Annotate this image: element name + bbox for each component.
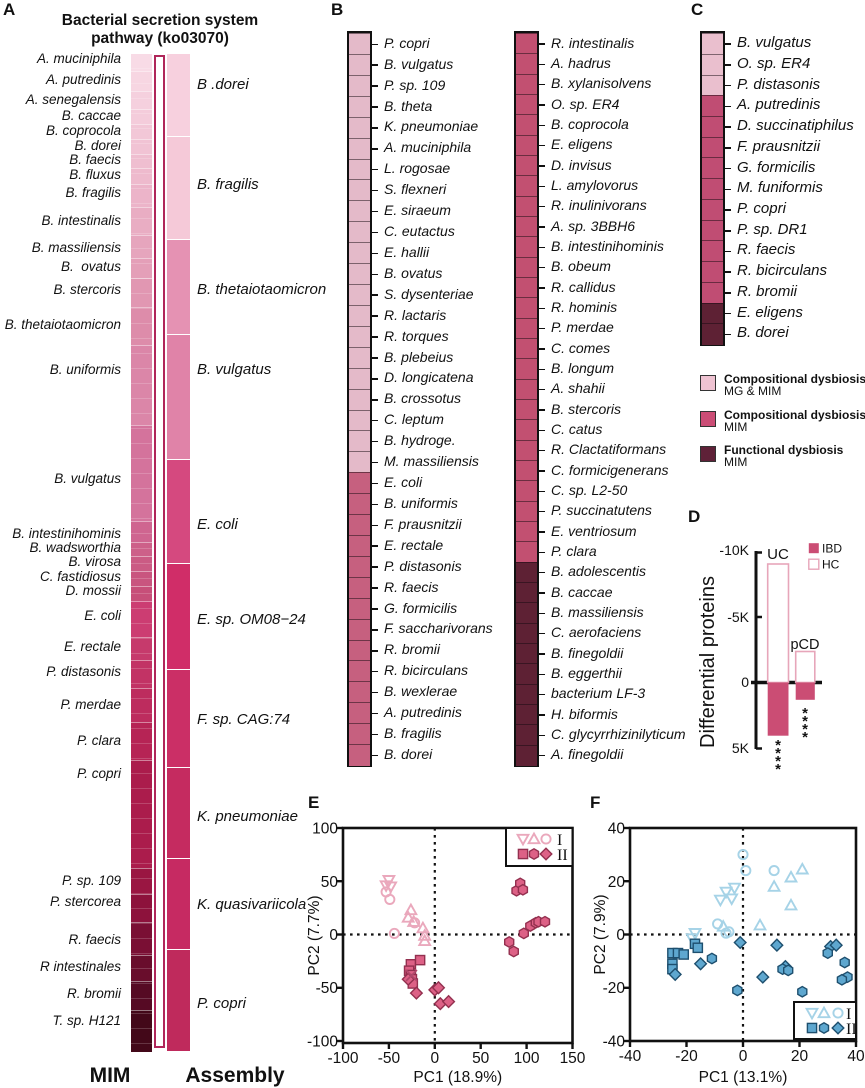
svg-text:*: * — [802, 713, 808, 730]
svg-text:IBD: IBD — [822, 542, 842, 556]
svg-text:0: 0 — [741, 674, 749, 690]
svg-text:II: II — [557, 847, 568, 864]
svg-text:-50: -50 — [316, 980, 339, 997]
svg-text:0: 0 — [739, 1048, 748, 1065]
svg-text:HC: HC — [822, 558, 840, 572]
svg-text:UC: UC — [767, 546, 789, 563]
svg-text:-100: -100 — [327, 1050, 358, 1067]
svg-text:*: * — [802, 721, 808, 738]
svg-text:-20: -20 — [675, 1048, 698, 1065]
svg-text:PC1 (18.9%): PC1 (18.9%) — [413, 1069, 502, 1086]
svg-text:-10K: -10K — [719, 542, 749, 558]
svg-text:-20: -20 — [603, 980, 626, 997]
svg-text:-40: -40 — [603, 1034, 626, 1051]
svg-text:40: 40 — [847, 1048, 865, 1065]
svg-text:I: I — [846, 1006, 851, 1023]
svg-text:pCD: pCD — [790, 637, 819, 653]
svg-text:*: * — [802, 729, 808, 746]
svg-text:0: 0 — [329, 927, 338, 944]
svg-text:PC2 (7.9%): PC2 (7.9%) — [592, 894, 609, 974]
svg-text:*: * — [775, 737, 781, 754]
svg-text:PC2 (7.7%): PC2 (7.7%) — [306, 895, 323, 975]
svg-text:20: 20 — [608, 874, 626, 891]
svg-text:-5K: -5K — [727, 609, 749, 625]
svg-text:*: * — [775, 753, 781, 770]
svg-text:5K: 5K — [732, 740, 750, 756]
svg-text:-100: -100 — [307, 1034, 338, 1051]
svg-text:0: 0 — [430, 1050, 439, 1067]
svg-text:40: 40 — [608, 821, 626, 838]
svg-text:*: * — [775, 745, 781, 762]
svg-text:50: 50 — [321, 874, 339, 891]
svg-text:*: * — [802, 705, 808, 722]
svg-text:150: 150 — [560, 1050, 586, 1067]
svg-text:-50: -50 — [378, 1050, 401, 1067]
svg-text:I: I — [557, 832, 562, 849]
svg-text:-40: -40 — [619, 1048, 642, 1065]
svg-text:Differential proteins: Differential proteins — [697, 576, 719, 748]
svg-text:100: 100 — [312, 821, 338, 838]
svg-text:100: 100 — [514, 1050, 540, 1067]
svg-text:II: II — [846, 1021, 857, 1038]
svg-text:0: 0 — [616, 927, 625, 944]
svg-text:50: 50 — [472, 1050, 490, 1067]
svg-text:PC1 (13.1%): PC1 (13.1%) — [699, 1069, 788, 1086]
svg-text:20: 20 — [791, 1048, 809, 1065]
svg-text:*: * — [775, 761, 781, 778]
